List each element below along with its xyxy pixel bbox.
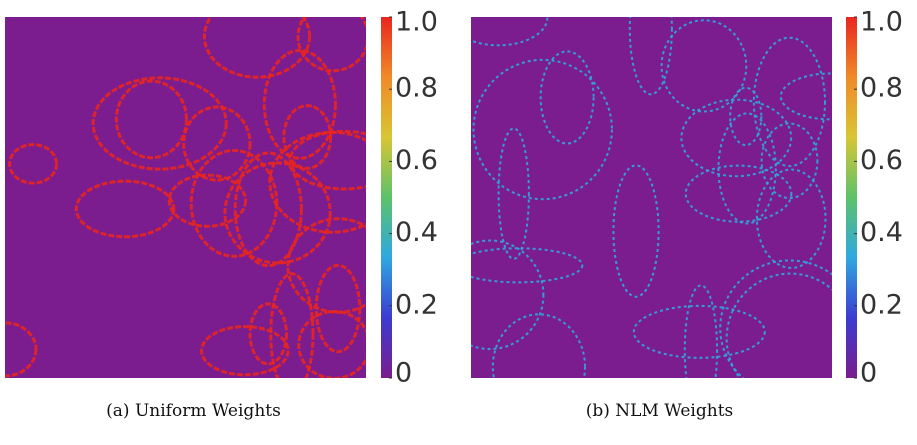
boundary [167,173,248,228]
colorbar-tick-label: 0.8 [860,73,903,104]
boundary [628,17,673,96]
colorbar-tick-label: 0.6 [395,145,438,176]
boundary [200,325,290,377]
boundary [752,36,827,168]
boundary [725,272,832,378]
boundary [5,321,38,378]
boundary [282,104,333,170]
boundary [684,164,793,223]
boundary [683,284,719,378]
boundary [471,247,584,284]
image-panel [5,17,366,378]
boundary [660,19,748,113]
boundary [729,86,763,147]
boundary [288,129,366,191]
boundary [223,161,332,265]
boundary [297,309,366,378]
image-texture [471,17,832,378]
boundary [471,239,545,351]
boundary [262,48,337,160]
boundary [717,112,777,225]
boundary [680,98,793,178]
caption: (b) NLM Weights [586,401,734,421]
boundary [269,272,315,378]
colorbar [381,17,392,378]
boundary [296,17,366,73]
boundary [760,122,819,200]
boundary [182,105,252,182]
boundary [491,313,586,378]
boundary [202,17,312,79]
boundary [539,50,595,145]
boundary [471,17,549,47]
boundary [755,168,827,269]
boundary [248,302,288,366]
boundary [497,127,530,260]
colorbar-tick-label: 1.0 [395,7,438,38]
colorbar-tick-label: 0.4 [395,217,438,248]
colorbar-tick-label: 1.0 [860,7,903,38]
image-texture [5,17,366,378]
colorbar-tick-label: 0.2 [860,289,903,320]
boundary [8,143,59,185]
colorbar-tick-label: 0.4 [860,217,903,248]
colorbar-tick-label: 0 [860,358,877,389]
colorbar-tick-label: 0.6 [860,145,903,176]
colorbar-tick-label: 0 [395,358,412,389]
boundary [74,179,176,239]
colorbar [846,17,857,378]
boundary [472,58,613,201]
boundary [189,148,279,258]
boundary [286,217,366,314]
boundary [114,79,188,160]
colorbar-tick-label: 0.2 [395,289,438,320]
boundary [612,164,660,298]
caption: (a) Uniform Weights [106,401,281,421]
boundary [233,151,303,268]
boundary [779,72,832,121]
colorbar-tick-label: 0.8 [395,73,438,104]
boundary [632,304,766,359]
boundary [91,76,228,171]
